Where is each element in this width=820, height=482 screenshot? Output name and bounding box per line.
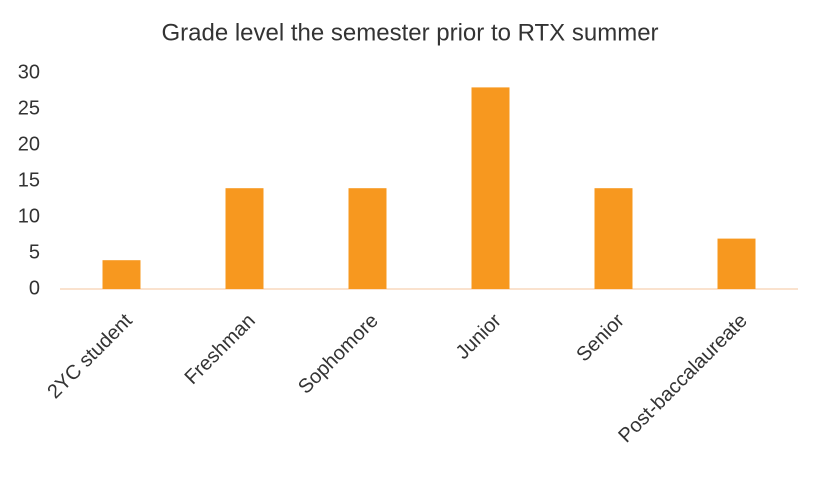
y-tick-label: 0	[29, 277, 40, 299]
y-tick-label: 20	[18, 133, 40, 155]
x-tick-label: 2YC student	[43, 309, 137, 403]
bar	[717, 238, 756, 289]
x-tick-label: Junior	[452, 309, 506, 363]
x-tick-label: Freshman	[181, 310, 260, 389]
x-tick-label: Post-baccalaureate	[614, 310, 751, 447]
x-tick-label: Senior	[572, 309, 629, 366]
bar	[348, 188, 387, 289]
bar	[102, 260, 141, 289]
chart-title: Grade level the semester prior to RTX su…	[161, 19, 658, 46]
y-tick-label: 25	[18, 97, 40, 119]
y-tick-label: 15	[18, 169, 40, 191]
bar	[225, 188, 264, 289]
bar	[594, 188, 633, 289]
bar	[471, 87, 510, 290]
y-tick-label: 30	[18, 61, 40, 83]
x-tick-label: Sophomore	[294, 310, 383, 399]
y-tick-label: 10	[18, 205, 40, 227]
y-tick-label: 5	[29, 241, 40, 263]
